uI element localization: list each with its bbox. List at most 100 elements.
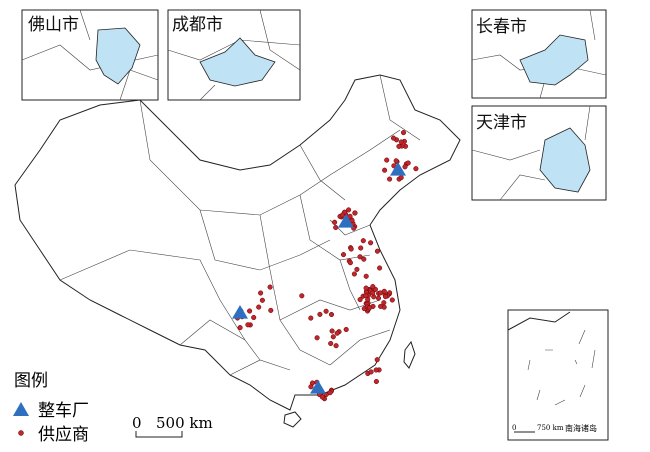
supplier-dot [374, 248, 380, 254]
supplier-dot [396, 143, 402, 149]
supplier-dot [340, 252, 347, 258]
supplier-dot [346, 207, 352, 213]
inset-lines [167, 9, 301, 101]
supplier-dot [398, 139, 404, 145]
city-area [539, 127, 591, 193]
supplier-dot [330, 334, 336, 340]
supplier-dot [384, 157, 390, 163]
inset-label: 天津市 [476, 113, 527, 133]
supplier-dot [382, 294, 389, 300]
plant-marker [338, 214, 354, 228]
supplier-dot [402, 164, 408, 170]
supplier-dot [377, 265, 383, 271]
supplier-dot [363, 285, 369, 291]
supplier-dot [354, 266, 360, 272]
supplier-dot [237, 325, 243, 331]
supplier-dot [366, 305, 373, 311]
supplier-dot [323, 308, 329, 314]
supplier-dot [381, 288, 387, 294]
supplier-dot [398, 175, 404, 181]
country-outline [14, 74, 461, 411]
supplier-dot [405, 160, 411, 166]
supplier-dot [339, 212, 345, 218]
inset-chengdu: 成都市 [167, 9, 301, 101]
inset-label: 长春市 [476, 17, 527, 37]
supplier-dot [370, 290, 376, 296]
supplier-dot [334, 330, 340, 336]
supplier-dot [251, 314, 257, 321]
inset-lines [471, 105, 591, 201]
inset-label: 成都市 [172, 15, 223, 35]
inset-changchun: 长春市 [471, 9, 607, 99]
supplier-dot [308, 315, 314, 321]
supplier-dot [357, 254, 363, 260]
supplier-dot [390, 135, 397, 141]
supplier-dot [268, 307, 274, 313]
supplier-dot [319, 394, 325, 400]
supplier-dot [352, 210, 358, 216]
supplier-dot [361, 256, 367, 262]
supplier-dot [373, 378, 379, 385]
city-area [519, 34, 589, 86]
coast [507, 311, 571, 331]
supplier-dot [333, 343, 339, 349]
supplier-dot [333, 224, 339, 231]
inset-foshan: 佛山市 [21, 9, 159, 101]
supplier-dot [256, 304, 262, 310]
supplier-dot [347, 213, 353, 219]
scale-label: 750 km [537, 424, 564, 432]
islands [527, 329, 596, 406]
supplier-dot [329, 328, 335, 334]
supplier-dot [368, 369, 374, 375]
legend-label: 供应商 [38, 425, 89, 445]
supplier-dot [374, 357, 380, 363]
supplier-dot [382, 167, 388, 173]
inset-title: 南海诸岛 [565, 423, 597, 433]
province-lines [59, 74, 421, 376]
scale-label: 500 km [156, 414, 213, 432]
supplier-dot [328, 340, 334, 347]
supplier-dot [343, 326, 349, 333]
supplier-dot [247, 308, 253, 314]
supplier-dot [332, 219, 338, 225]
supplier-dot [368, 240, 374, 246]
china-map [14, 74, 461, 428]
plant-marker [310, 380, 326, 394]
scale-label: 0 [132, 414, 142, 432]
supplier-dot [370, 284, 376, 290]
inset-label: 佛山市 [28, 15, 79, 35]
supplier-dot [357, 297, 363, 303]
supplier-dot [267, 284, 273, 290]
supplier-dot [348, 246, 354, 252]
plant-marker [390, 162, 406, 176]
plant-marker [232, 305, 248, 319]
inset-frame [507, 309, 609, 441]
scale-line [135, 431, 183, 438]
supplier-dot [363, 273, 369, 279]
supplier-dot [360, 238, 366, 244]
inset-south-sea: 0 750 km 南海诸岛 [507, 309, 609, 441]
supplier-dot [378, 303, 384, 309]
supplier-dot [400, 130, 407, 136]
supplier-dot [314, 335, 320, 341]
hainan [283, 411, 302, 428]
supplier-dot [258, 290, 264, 296]
supplier-dot [259, 297, 265, 303]
supplier-dot [245, 322, 251, 328]
legend-dot [18, 430, 24, 436]
supplier-dot [317, 311, 323, 317]
legend-label: 整车厂 [38, 401, 89, 421]
scale-label: 0 [512, 424, 516, 432]
supplier-dot [328, 311, 335, 318]
supplier-dot [393, 158, 399, 164]
city-area [95, 27, 141, 85]
supplier-dot [389, 297, 395, 303]
supplier-dot [308, 384, 314, 390]
supplier-dot [387, 176, 393, 182]
city-area [199, 37, 276, 87]
legend-title: 图例 [14, 371, 48, 391]
supplier-dot [413, 166, 419, 172]
inset-tianjin: 天津市 [471, 105, 607, 201]
supplier-dot [373, 367, 379, 373]
